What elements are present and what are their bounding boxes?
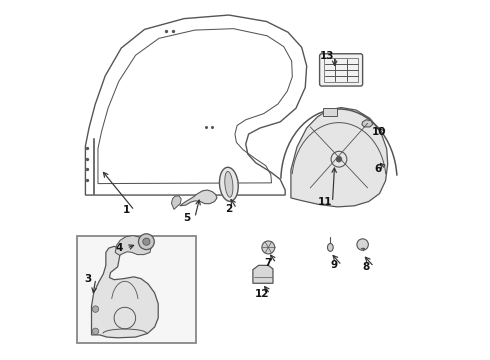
Ellipse shape xyxy=(225,171,233,197)
Text: 12: 12 xyxy=(255,289,270,299)
Ellipse shape xyxy=(327,243,333,251)
Text: 1: 1 xyxy=(123,206,130,216)
Polygon shape xyxy=(115,235,151,255)
Text: 3: 3 xyxy=(84,274,92,284)
Text: 11: 11 xyxy=(318,197,332,207)
Circle shape xyxy=(262,241,275,254)
Text: 7: 7 xyxy=(265,258,272,268)
FancyBboxPatch shape xyxy=(319,54,363,86)
FancyBboxPatch shape xyxy=(323,108,337,116)
Text: 8: 8 xyxy=(363,262,370,272)
FancyBboxPatch shape xyxy=(324,58,358,82)
Circle shape xyxy=(336,156,342,162)
Ellipse shape xyxy=(220,167,238,201)
Polygon shape xyxy=(180,190,217,206)
Polygon shape xyxy=(253,265,273,283)
Circle shape xyxy=(139,234,154,249)
Circle shape xyxy=(143,238,150,245)
Text: 2: 2 xyxy=(225,204,232,214)
Circle shape xyxy=(92,328,98,334)
Text: 9: 9 xyxy=(330,260,338,270)
Polygon shape xyxy=(172,196,181,210)
Text: 6: 6 xyxy=(374,164,381,174)
Polygon shape xyxy=(92,246,158,338)
Polygon shape xyxy=(291,108,388,207)
Text: 4: 4 xyxy=(115,243,122,253)
Circle shape xyxy=(92,306,98,312)
Bar xyxy=(77,236,196,343)
Text: 13: 13 xyxy=(319,51,334,61)
Text: 10: 10 xyxy=(372,127,387,136)
Polygon shape xyxy=(362,120,373,127)
Text: 5: 5 xyxy=(183,213,191,222)
Circle shape xyxy=(357,239,368,250)
